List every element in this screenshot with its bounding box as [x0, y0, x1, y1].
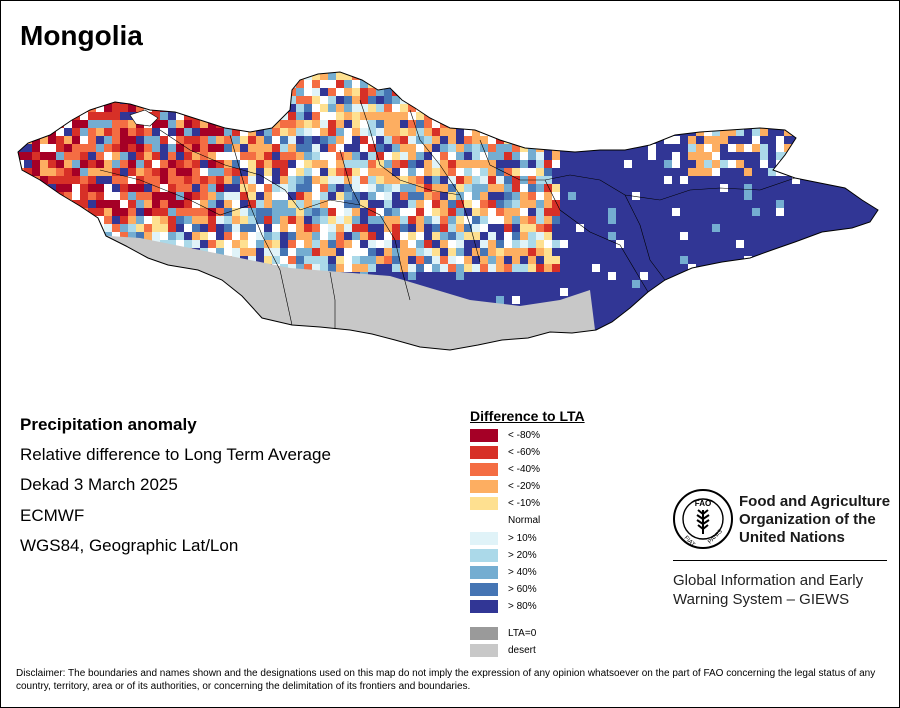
legend-label: < -60% — [508, 447, 540, 458]
legend-label: desert — [508, 645, 536, 656]
province-boundaries — [99, 99, 796, 330]
fao-name-line-3: United Nations — [739, 529, 845, 546]
giews-line-2: Warning System – GIEWS — [673, 591, 850, 608]
legend-label: < -10% — [508, 498, 540, 509]
map-title: Mongolia — [20, 20, 143, 51]
giews-line-1: Global Information and Early — [673, 572, 864, 589]
legend-label: > 60% — [508, 584, 537, 595]
legend-title: Difference to LTA — [470, 408, 585, 424]
giews-name: Global Information and Early Warning Sys… — [673, 571, 863, 609]
legend-swatch — [470, 549, 498, 562]
fao-name-line-1: Food and Agriculture — [739, 493, 891, 510]
info-line-3: ECMWF — [20, 506, 85, 525]
legend-label: Normal — [508, 515, 541, 526]
mongolia-map — [17, 71, 879, 351]
legend-label: > 20% — [508, 550, 537, 561]
legend-label: < -40% — [508, 464, 540, 475]
fao-divider — [673, 560, 887, 561]
info-line-4: WGS84, Geographic Lat/Lon — [20, 536, 239, 555]
legend-label: > 80% — [508, 601, 537, 612]
legend-swatch — [470, 532, 498, 545]
fao-logo-icon: FAO FIAT PANIS — [673, 489, 733, 549]
legend-label: < -80% — [508, 430, 540, 441]
disclaimer-text: Disclaimer: The boundaries and names sho… — [16, 668, 876, 692]
lake-khuvsgul — [129, 109, 159, 127]
legend-swatch — [470, 497, 498, 510]
legend-swatch — [470, 583, 498, 596]
legend-label: < -20% — [508, 481, 540, 492]
precipitation-grid — [18, 72, 800, 304]
legend-label: > 10% — [508, 533, 537, 544]
fao-name: Food and Agriculture Organization of the… — [739, 493, 890, 547]
logo-fao-letters: FAO — [695, 499, 711, 508]
legend-swatch — [470, 566, 498, 579]
info-heading: Precipitation anomaly — [20, 415, 197, 434]
legend-label: > 40% — [508, 567, 537, 578]
legend-swatch — [470, 429, 498, 442]
legend-swatch — [470, 446, 498, 459]
info-line-2: Dekad 3 March 2025 — [20, 475, 178, 494]
fao-name-line-2: Organization of the — [739, 511, 876, 528]
legend-label: LTA=0 — [508, 628, 537, 639]
legend-swatch — [470, 463, 498, 476]
legend-swatch — [470, 600, 498, 613]
country-outline — [17, 71, 879, 351]
info-line-1: Relative difference to Long Term Average — [20, 445, 331, 464]
desert-area — [95, 235, 595, 350]
legend-swatch — [470, 644, 498, 657]
legend-swatch — [470, 627, 498, 640]
legend-swatch — [470, 480, 498, 493]
